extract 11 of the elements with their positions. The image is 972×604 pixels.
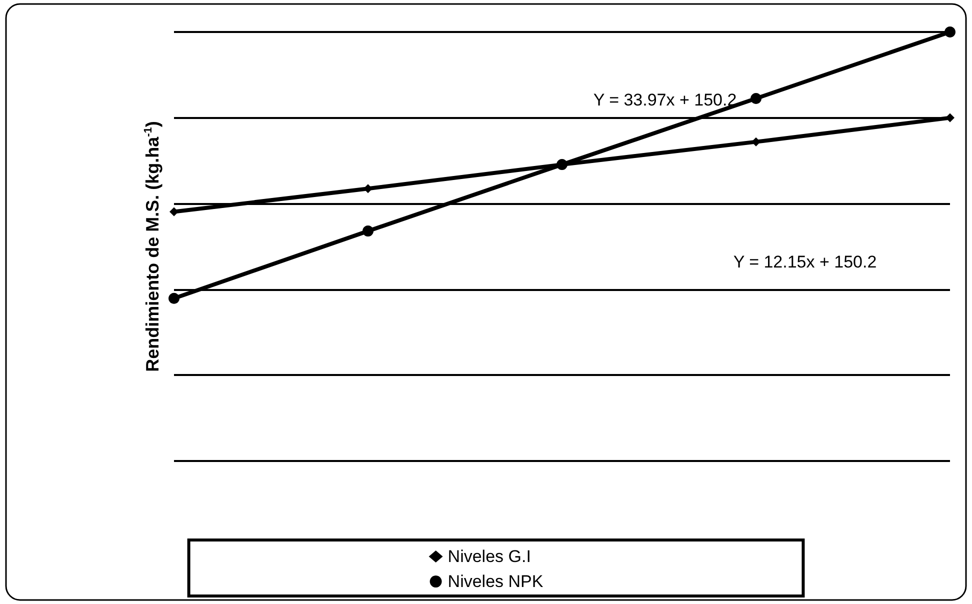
point [750, 93, 762, 104]
point [168, 292, 180, 304]
point [946, 113, 954, 122]
point [362, 226, 374, 237]
legend-label: Niveles NPK [448, 572, 544, 591]
annotation: Y = 12.15x + 150.2 [733, 252, 877, 272]
point [944, 26, 956, 38]
point [170, 207, 178, 216]
legend-label: Niveles G.I [448, 547, 531, 566]
y-axis-title: Rendimiento de M.S. (kg.ha-1) [142, 121, 162, 372]
annotation: Y = 33.97x + 150.2 [593, 90, 737, 110]
